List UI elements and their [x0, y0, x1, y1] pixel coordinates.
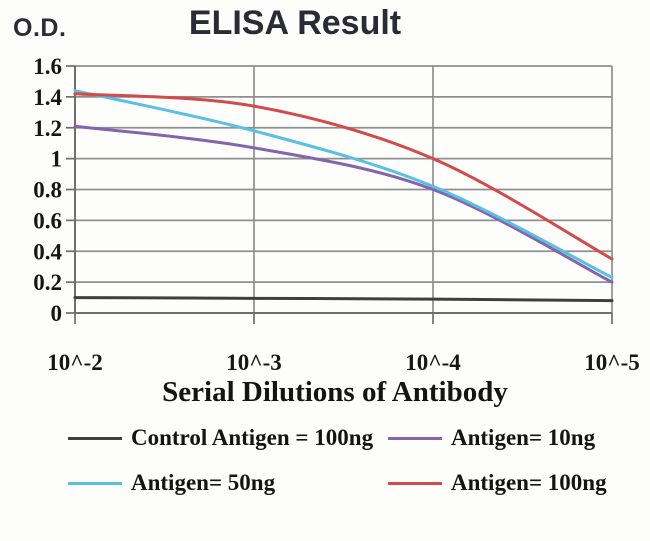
legend-label: Antigen= 10ng: [451, 425, 596, 450]
legend-item-control-antigen-100ng: Control Antigen = 100ng: [68, 424, 388, 452]
svg-text:0.8: 0.8: [33, 178, 62, 203]
legend-line-swatch-antigen-100ng: [388, 481, 442, 485]
svg-text:1.4: 1.4: [33, 85, 62, 110]
svg-text:10^-2: 10^-2: [47, 350, 103, 375]
legend-line-swatch-antigen-10ng: [388, 436, 442, 440]
svg-text:0.4: 0.4: [33, 239, 62, 264]
svg-text:10^-4: 10^-4: [405, 350, 461, 375]
legend-label: Antigen= 50ng: [131, 470, 276, 495]
svg-text:0: 0: [51, 301, 63, 326]
legend-label: Antigen= 100ng: [451, 470, 607, 495]
legend-line-swatch-control-antigen: [68, 436, 122, 440]
x-axis-title: Serial Dilutions of Antibody: [162, 376, 508, 408]
svg-text:1.6: 1.6: [33, 54, 62, 79]
svg-text:1: 1: [51, 147, 63, 172]
svg-text:10^-3: 10^-3: [226, 350, 282, 375]
svg-text:10^-5: 10^-5: [584, 350, 640, 375]
y-axis-unit-label: O.D.: [13, 14, 67, 42]
legend-label: Control Antigen = 100ng: [131, 425, 374, 450]
chart-title: ELISA Result: [188, 4, 402, 42]
legend-item-antigen-100ng: Antigen= 100ng: [388, 469, 608, 497]
legend-line-swatch-antigen-50ng: [68, 481, 122, 485]
svg-text:0.6: 0.6: [33, 208, 62, 233]
legend-item-antigen-50ng: Antigen= 50ng: [68, 469, 388, 497]
legend-item-antigen-10ng: Antigen= 10ng: [388, 424, 608, 452]
svg-text:1.2: 1.2: [33, 116, 62, 141]
svg-text:0.2: 0.2: [33, 270, 62, 295]
legend: Control Antigen = 100ng Antigen= 10ng An…: [68, 424, 608, 497]
